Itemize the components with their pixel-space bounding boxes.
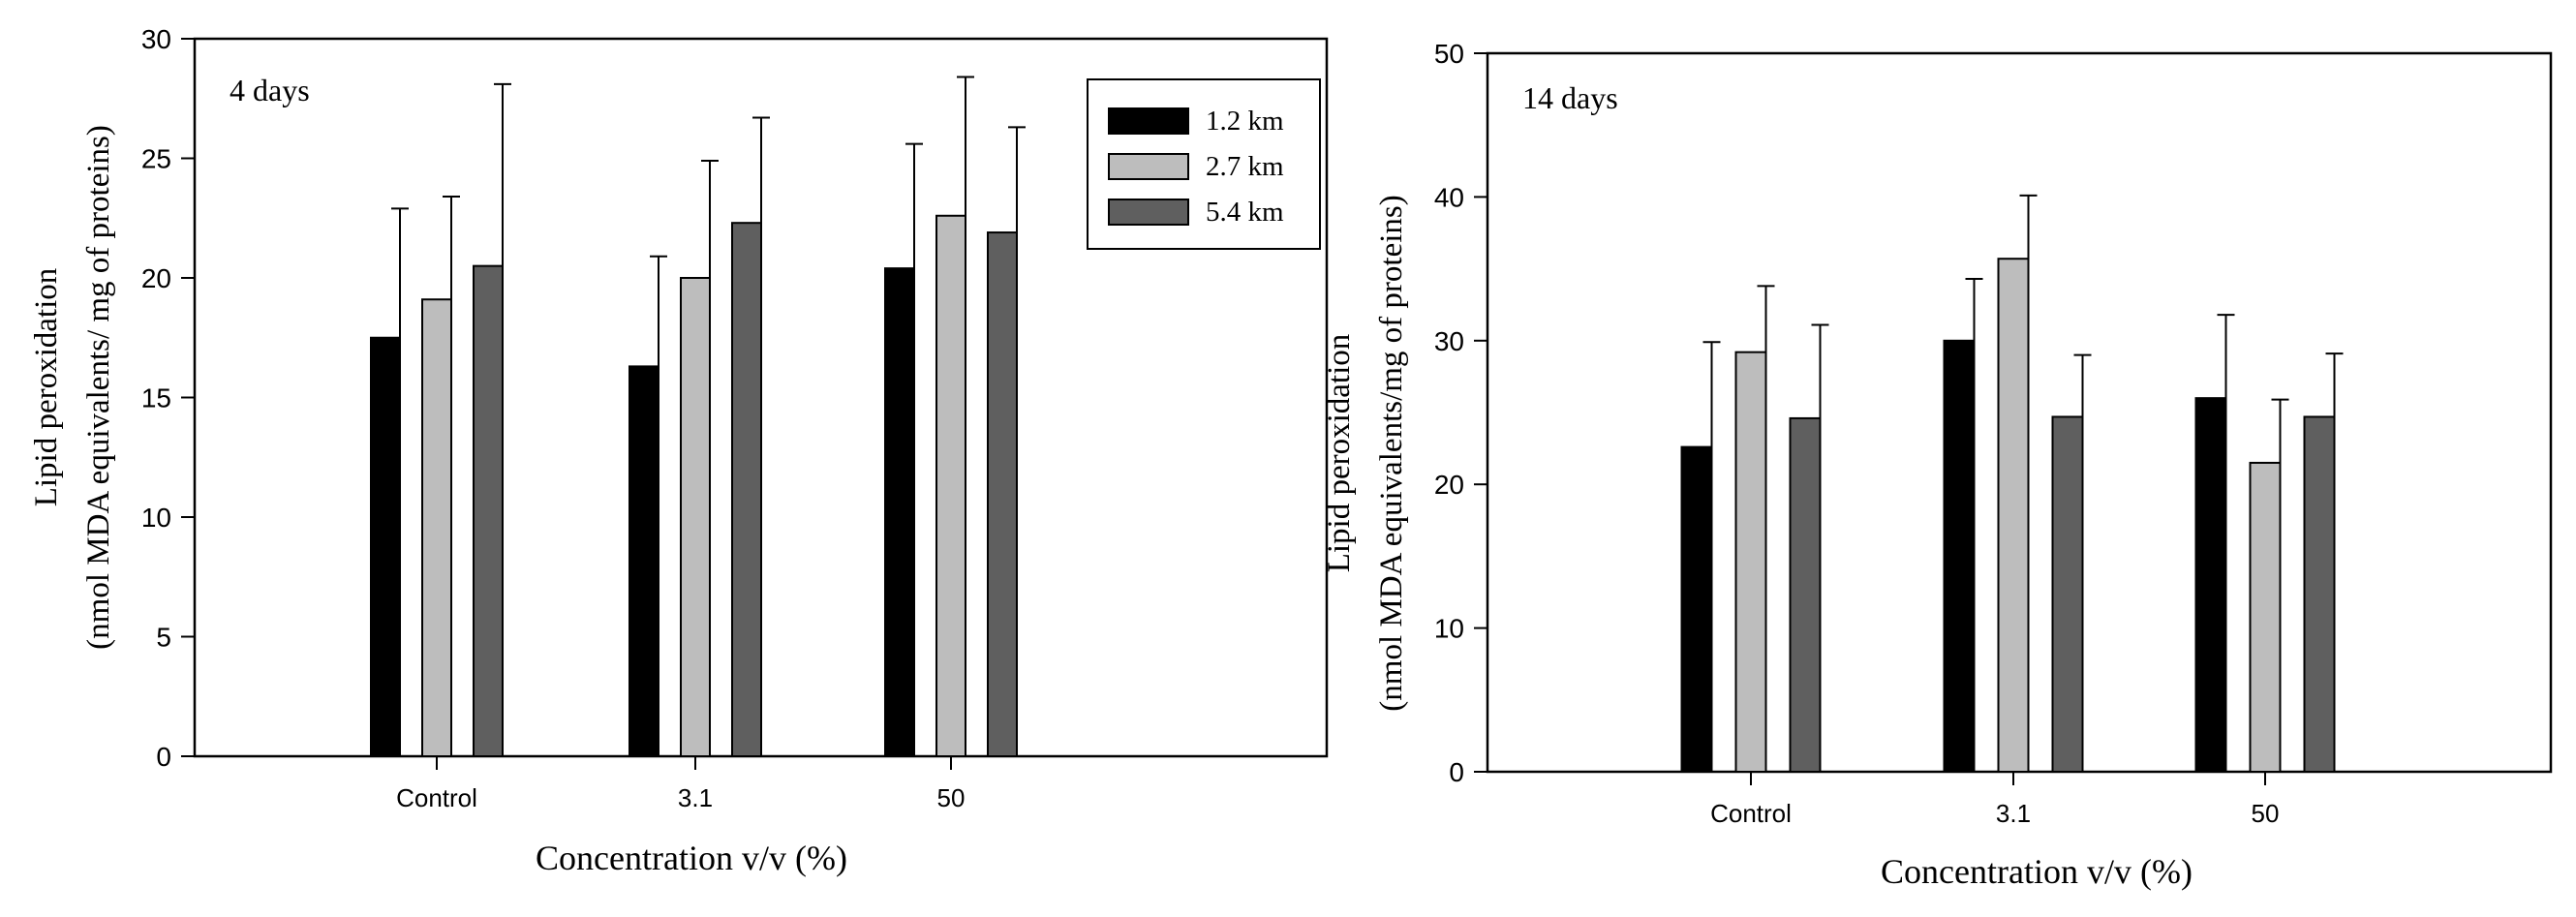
bar-5-4-km-50 — [987, 231, 1018, 757]
legend-swatch-1-2-km — [1108, 107, 1189, 135]
y-axis-label-line2: (nmol MDA equivalents/mg of proteins) — [1374, 195, 1409, 711]
bar-2-7-km-control — [421, 298, 452, 757]
y-tick-label: 50 — [1434, 39, 1464, 69]
bar-2-7-km-3-1 — [680, 277, 711, 757]
x-tick-label: 3.1 — [678, 783, 713, 812]
y-tick-label: 25 — [141, 144, 171, 174]
panel-label: 4 days — [230, 73, 310, 107]
bar-5-4-km-control — [473, 264, 504, 757]
bar-1-2-km-control — [1680, 445, 1713, 773]
y-tick-label: 15 — [141, 383, 171, 413]
bar-1-2-km-3-1 — [629, 365, 659, 757]
bar-2-7-km-control — [1734, 351, 1767, 773]
legend-label-5-4-km: 5.4 km — [1206, 197, 1284, 228]
x-axis-label: Concentration v/v (%) — [536, 839, 847, 877]
y-tick-label: 10 — [141, 503, 171, 533]
bar-5-4-km-50 — [2303, 415, 2336, 773]
x-tick-label: 50 — [937, 783, 966, 812]
x-tick-label: 3.1 — [1996, 799, 2031, 828]
bar-1-2-km-control — [370, 336, 401, 757]
legend-label-2-7-km: 2.7 km — [1206, 151, 1284, 182]
y-tick-label: 20 — [141, 263, 171, 293]
chart-panel-14-days: 14 days Lipid peroxidation (nmol MDA equ… — [1322, 39, 2553, 891]
y-tick-label: 10 — [1434, 614, 1464, 644]
x-tick-label: Control — [1710, 799, 1792, 828]
bar-2-7-km-50 — [935, 214, 966, 757]
x-axis-label: Concentration v/v (%) — [1881, 852, 2193, 891]
bar-5-4-km-3-1 — [2051, 415, 2084, 773]
bar-1-2-km-50 — [884, 267, 915, 757]
y-axis-label-line1: Lipid peroxidation — [29, 268, 64, 507]
y-tick-label: 30 — [1434, 326, 1464, 356]
bar-5-4-km-3-1 — [731, 222, 762, 757]
panel-label: 14 days — [1522, 80, 1618, 115]
chart-panel-4-days: 4 days Lipid peroxidation (nmol MDA equi… — [29, 24, 1329, 877]
y-tick-label: 0 — [1449, 757, 1464, 787]
y-tick-label: 40 — [1434, 182, 1464, 212]
legend-label-1-2-km: 1.2 km — [1206, 106, 1284, 137]
bar-1-2-km-3-1 — [1943, 339, 1976, 773]
x-tick-label: 50 — [2252, 799, 2280, 828]
bar-2-7-km-50 — [2249, 461, 2282, 773]
y-tick-label: 30 — [141, 24, 171, 54]
bar-1-2-km-50 — [2194, 397, 2227, 773]
y-axis-label-line1: Lipid peroxidation — [1322, 334, 1357, 573]
y-tick-label: 0 — [156, 742, 171, 772]
legend-swatch-5-4-km — [1108, 199, 1189, 226]
y-tick-label: 5 — [156, 623, 171, 653]
y-axis-label-line2: (nmol MDA equivalents/ mg of proteins) — [81, 125, 116, 650]
x-tick-label: Control — [396, 783, 477, 812]
bar-2-7-km-3-1 — [1997, 258, 2030, 774]
bar-5-4-km-control — [1789, 416, 1822, 773]
y-tick-label: 20 — [1434, 470, 1464, 500]
legend: 1.2 km 2.7 km 5.4 km — [1087, 78, 1321, 250]
legend-swatch-2-7-km — [1108, 153, 1189, 180]
